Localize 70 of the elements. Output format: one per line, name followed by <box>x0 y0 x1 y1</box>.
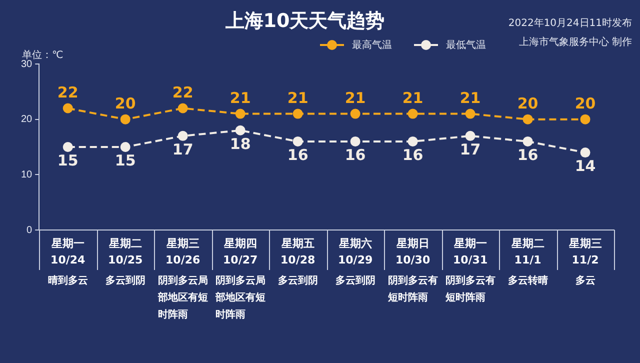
point <box>522 136 533 146</box>
data-label: 17 <box>172 140 194 158</box>
point <box>522 114 533 124</box>
y-tick-label: 30 <box>21 58 33 70</box>
text: 阴到多云有短时阵雨 <box>444 274 496 304</box>
point <box>178 130 188 141</box>
x-tick-label: 星期一 10/31 <box>452 237 488 267</box>
chart-title: 上海10天天气趋势 <box>224 9 386 34</box>
y-axis-title: 单位：℃ <box>22 48 64 61</box>
data-label: 21 <box>460 89 481 108</box>
point <box>62 142 73 152</box>
text: 阴到多云局部地区有短时阵雨 <box>156 274 208 321</box>
point <box>235 108 246 119</box>
text: 上海市气象服务中心 制作 <box>518 37 632 48</box>
point <box>350 136 360 146</box>
x-tick-label: 星期三 10/26 <box>165 237 200 267</box>
x-tick-label: 星期五 10/28 <box>280 237 316 267</box>
data-label: 16 <box>517 146 538 164</box>
legend-label: 最高气温 <box>352 38 392 52</box>
data-label: 14 <box>574 156 596 175</box>
data-label: 21 <box>402 89 424 108</box>
point <box>408 136 418 146</box>
y-tick-label: 20 <box>21 114 33 126</box>
point <box>292 136 303 146</box>
data-label: 22 <box>57 84 78 102</box>
data-label: 15 <box>114 151 136 170</box>
data-label: 15 <box>57 151 78 170</box>
chart-subtitle: 2022年10月24日11时发布 <box>508 18 632 29</box>
text: 多云 <box>575 274 596 287</box>
text: 晴到多云 <box>48 274 88 287</box>
point <box>350 108 360 119</box>
data-label: 16 <box>402 146 424 164</box>
data-label: 20 <box>517 94 538 113</box>
text: 多云到阴 <box>335 274 376 287</box>
data-label: 21 <box>230 89 251 108</box>
text: 多云转晴 <box>508 274 548 287</box>
y-tick-label: 0 <box>26 224 33 236</box>
point <box>292 108 303 119</box>
point <box>120 114 130 124</box>
y-tick-label: 10 <box>21 169 33 180</box>
point <box>235 125 246 136</box>
point <box>120 142 130 152</box>
point <box>62 103 73 114</box>
point <box>580 148 590 158</box>
data-label: 21 <box>344 89 366 108</box>
point <box>408 108 418 119</box>
text: 阴到多云局部地区有短时阵雨 <box>214 274 266 321</box>
data-label: 16 <box>344 146 366 164</box>
x-tick-label: 星期六 10/29 <box>338 237 373 267</box>
x-tick-label: 星期二 10/25 <box>108 237 143 267</box>
data-label: 17 <box>460 140 481 158</box>
text: 多云到阴 <box>105 274 146 287</box>
x-tick-label: 星期四 10/27 <box>222 237 258 267</box>
data-label: 20 <box>574 94 596 113</box>
point <box>580 114 590 124</box>
point <box>465 130 476 141</box>
text: 阴到多云有短时阵雨 <box>386 274 438 304</box>
text: 多云到阴 <box>278 274 318 287</box>
data-label: 22 <box>172 84 194 102</box>
data-label: 20 <box>114 94 136 113</box>
data-label: 21 <box>287 89 308 108</box>
data-label: 18 <box>230 134 251 153</box>
x-tick-label: 星期日 10/30 <box>395 237 430 267</box>
data-label: 16 <box>287 146 308 164</box>
legend-label: 最低气温 <box>446 39 486 52</box>
point <box>465 108 476 119</box>
x-tick-label: 星期一 10/24 <box>50 237 86 267</box>
x-tick-label: 星期二 11/1 <box>510 237 544 267</box>
point <box>178 103 188 114</box>
x-tick-label: 星期三 11/2 <box>568 237 602 267</box>
